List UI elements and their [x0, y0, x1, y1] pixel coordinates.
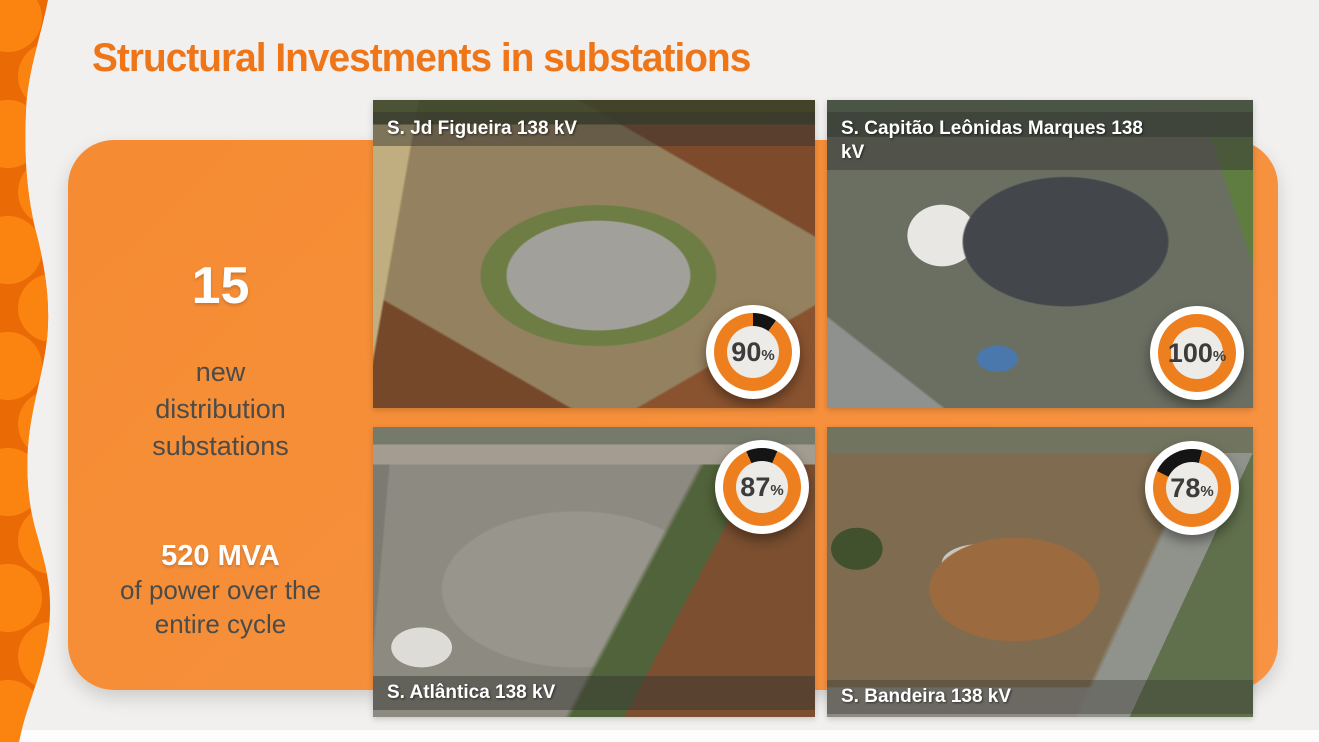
donut-value: 90%	[727, 326, 779, 378]
donut-value: 78%	[1166, 462, 1218, 514]
photo-caption: S. Atlântica 138 kV	[373, 676, 815, 710]
photo-bandeira: 78% S. Bandeira 138 kV	[827, 427, 1253, 717]
completion-donut: 78%	[1145, 441, 1239, 535]
completion-donut: 90%	[706, 305, 800, 399]
photo-caption: S. Bandeira 138 kV	[827, 680, 1253, 714]
substation-count: 15	[191, 257, 250, 315]
photo-caption: S. Capitão Leônidas Marques 138 kV	[827, 112, 1253, 170]
stats-block: 15 new distribution substations 520 MVA …	[68, 140, 373, 690]
substation-count-caption: new distribution substations	[152, 357, 289, 461]
page-title: Structural Investments in substations	[92, 36, 751, 80]
side-wave-decoration	[0, 0, 51, 742]
bottom-white-bar	[0, 730, 1319, 742]
donut-value: 100%	[1168, 327, 1226, 379]
photo-caption: S. Jd Figueira 138 kV	[373, 112, 815, 146]
completion-donut: 87%	[715, 440, 809, 534]
photo-capitao-leonidas-marques: S. Capitão Leônidas Marques 138 kV 100%	[827, 100, 1253, 408]
photo-atlantica: 87% S. Atlântica 138 kV	[373, 427, 815, 717]
photo-jd-figueira: S. Jd Figueira 138 kV 90%	[373, 100, 815, 408]
power-caption: of power over the entire cycle	[120, 575, 321, 639]
completion-donut: 100%	[1150, 306, 1244, 400]
power-value: 520 MVA	[161, 540, 280, 572]
donut-value: 87%	[736, 461, 788, 513]
